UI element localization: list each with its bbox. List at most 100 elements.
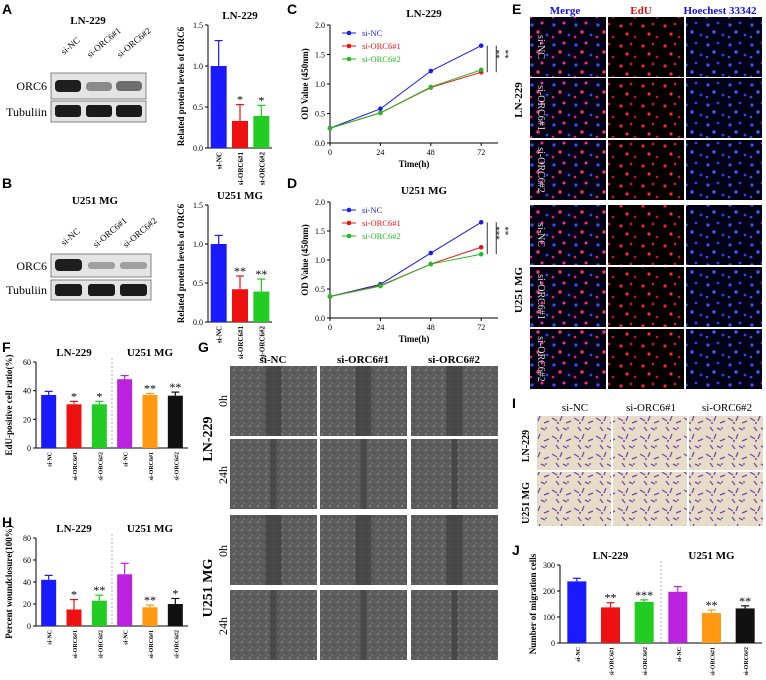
x-tick-label: 48 xyxy=(427,323,435,332)
fluorescence-image xyxy=(686,205,762,265)
group-title: U251 MG xyxy=(688,550,735,562)
y-tick-label: 20 xyxy=(23,600,31,609)
chart-c-od-line: 0.0 0.5 1.0 1.5 2.0 0 24 48 72 Time(h) OD Value (4… xyxy=(300,8,510,169)
significance-mark: ** xyxy=(234,264,246,278)
blot-a-band-orc6-2 xyxy=(86,82,112,91)
panel-letter-h: H xyxy=(2,514,12,530)
wound-gap xyxy=(355,366,372,436)
legend-marker xyxy=(346,43,352,49)
legend-label: si-ORC6#1 xyxy=(362,218,401,228)
transwell-image xyxy=(537,472,611,526)
wound-gap xyxy=(265,515,282,585)
chart-title: U251 MG xyxy=(217,190,264,202)
group-title: U251 MG xyxy=(127,523,174,535)
group-title: LN-229 xyxy=(56,347,92,359)
y-tick-label: 60 xyxy=(23,358,31,367)
bar xyxy=(142,394,158,448)
e-col-header-hoechst: Hoechest 33342 xyxy=(683,5,757,17)
panel-letter-i: I xyxy=(512,395,516,411)
blot-b-tubulin-label: Tubuliin xyxy=(6,283,47,297)
fluorescence-image xyxy=(608,329,684,389)
legend-label: si-ORC6#1 xyxy=(362,41,401,51)
blot-b-band-orc6-2 xyxy=(88,262,115,269)
wound-gap xyxy=(451,439,458,509)
x-tick-label: si-ORC6#1 xyxy=(149,452,155,480)
significance-mark: * xyxy=(237,93,243,107)
chart-f-edu-bar: 0 20 40 60 EdU-positive cell ratio(%) si-NC * s… xyxy=(4,347,188,480)
y-tick-label: 0 xyxy=(551,639,555,648)
x-tick-label: si-ORC6#1 xyxy=(610,647,616,675)
fluorescence-image xyxy=(686,329,762,389)
panel-letter-g: G xyxy=(198,339,209,355)
blot-b-band-tub-1 xyxy=(55,284,82,296)
data-point xyxy=(378,283,383,289)
data-point xyxy=(428,84,434,90)
blot-b-band-orc6-1 xyxy=(55,259,82,271)
data-point xyxy=(428,250,434,256)
g-col-header-2: si-ORC6#1 xyxy=(337,354,389,366)
legend-label: si-NC xyxy=(362,205,383,215)
chart-j-migration-bar: 0 100 200 300 Number of migration cells si-NC… xyxy=(528,550,762,675)
chart-title: LN-229 xyxy=(406,8,442,20)
significance-mark: *** xyxy=(635,588,653,602)
chart-h-wound-bar: 0 20 40 60 80 Percent woundclosure(100%) si-NC… xyxy=(4,523,188,658)
y-axis-label: Related protein levels of ORC6 xyxy=(176,203,186,323)
legend-marker xyxy=(346,233,352,239)
y-tick-label: 100 xyxy=(543,613,555,622)
x-axis-label: Time(h) xyxy=(399,334,430,344)
data-point xyxy=(378,110,383,116)
significance-mark: ** xyxy=(500,50,510,60)
wound-gap xyxy=(270,590,277,660)
significance-mark: ** xyxy=(491,50,501,60)
x-tick-label: si-ORC6#1 xyxy=(237,152,245,186)
y-tick-label: 20 xyxy=(23,415,31,424)
fluorescence-image xyxy=(530,329,606,389)
bar xyxy=(167,395,183,448)
legend-marker xyxy=(346,207,352,213)
y-axis-label: Number of migration cells xyxy=(528,553,538,654)
y-axis-label: Percent woundclosure(100%) xyxy=(4,525,14,638)
fluorescence-image xyxy=(686,267,762,327)
blot-b-orc6-label: ORC6 xyxy=(16,259,47,273)
chart-a-protein-bar: 0.0 0.5 1.0 1.5 Related protein levels of OR… xyxy=(176,10,272,185)
y-tick-label: 60 xyxy=(23,556,31,565)
significance-mark: * xyxy=(172,587,178,601)
y-tick-label: 2.0 xyxy=(315,21,325,30)
y-tick-label: 40 xyxy=(23,578,31,587)
bar xyxy=(210,66,227,148)
legend-label: si-NC xyxy=(362,28,383,38)
group-title: LN-229 xyxy=(56,523,92,535)
x-tick-label: 48 xyxy=(427,148,435,157)
y-tick-label: 40 xyxy=(23,387,31,396)
fluorescence-image xyxy=(530,267,606,327)
transwell-image xyxy=(613,416,687,470)
fluorescence-image xyxy=(686,17,762,77)
fluorescence-image xyxy=(608,78,684,138)
x-tick-label: si-NC xyxy=(124,630,130,645)
significance-mark: *** xyxy=(491,226,501,240)
x-tick-label: si-ORC6#1 xyxy=(237,326,245,360)
transwell-image xyxy=(537,416,611,470)
i-row-ln229: LN-229 xyxy=(521,430,532,462)
e-row-label: si-ORC6#2 xyxy=(535,147,546,193)
x-tick-label: si-ORC6#2 xyxy=(258,152,266,186)
x-tick-label: 0 xyxy=(328,323,332,332)
y-tick-label: 1.5 xyxy=(193,21,203,30)
significance-mark: ** xyxy=(605,591,617,605)
fluorescence-image xyxy=(608,17,684,77)
bar xyxy=(232,289,248,322)
panel-letter-j: J xyxy=(512,542,520,558)
y-tick-label: 0.0 xyxy=(315,139,325,148)
g-col-header-3: si-ORC6#2 xyxy=(428,354,480,366)
data-point xyxy=(478,220,484,225)
significance-mark: ** xyxy=(255,267,267,281)
e-row-label: si-NC xyxy=(535,223,546,247)
y-tick-label: 200 xyxy=(543,587,555,596)
wound-gap xyxy=(360,590,367,660)
x-tick-label: si-ORC6#2 xyxy=(98,452,104,480)
x-tick-label: si-NC xyxy=(216,326,224,343)
y-tick-label: 0 xyxy=(27,622,31,631)
bar xyxy=(91,404,107,448)
y-tick-label: 2.0 xyxy=(315,198,325,207)
